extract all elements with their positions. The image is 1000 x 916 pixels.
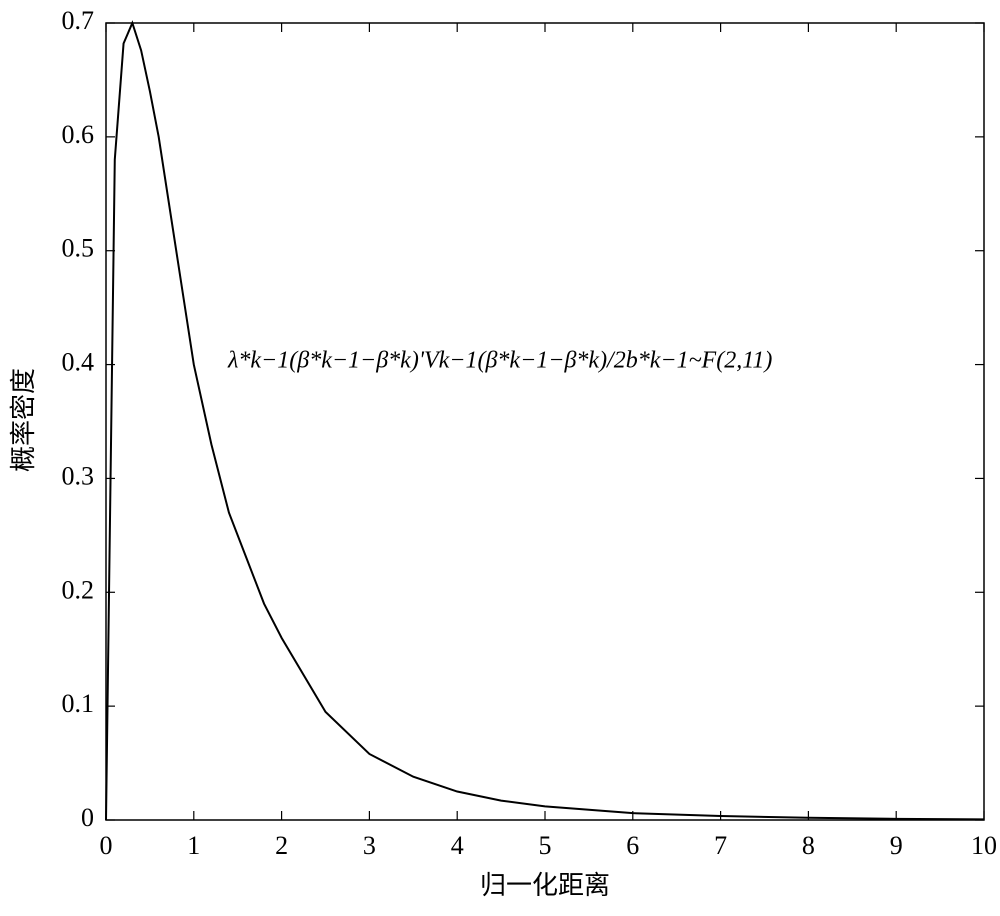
x-axis-label: 归一化距离 [480, 871, 610, 900]
y-axis-label: 概率密度 [9, 368, 38, 472]
x-tick-label: 5 [539, 831, 552, 860]
y-tick-label: 0.3 [62, 461, 95, 490]
x-tick-label: 2 [275, 831, 288, 860]
y-tick-label: 0.7 [62, 6, 95, 35]
x-tick-label: 0 [100, 831, 113, 860]
x-tick-label: 4 [451, 831, 464, 860]
x-tick-label: 9 [890, 831, 903, 860]
x-tick-label: 10 [971, 831, 997, 860]
y-tick-label: 0.4 [62, 348, 95, 377]
y-tick-label: 0.2 [62, 575, 95, 604]
x-tick-label: 7 [714, 831, 727, 860]
annotation: λ*k−1(β*k−1−β*k)'Vk−1(β*k−1−β*k)/2b*k−1~… [227, 348, 772, 374]
x-tick-label: 3 [363, 831, 376, 860]
y-tick-label: 0.5 [62, 234, 95, 263]
y-tick-label: 0.1 [62, 689, 95, 718]
x-tick-label: 8 [802, 831, 815, 860]
line-series [105, 20, 985, 821]
plot-frame [105, 22, 985, 821]
y-tick-label: 0.6 [62, 120, 95, 149]
x-tick-label: 1 [187, 831, 200, 860]
x-tick-label: 6 [626, 831, 639, 860]
y-tick-label: 0 [81, 803, 94, 832]
